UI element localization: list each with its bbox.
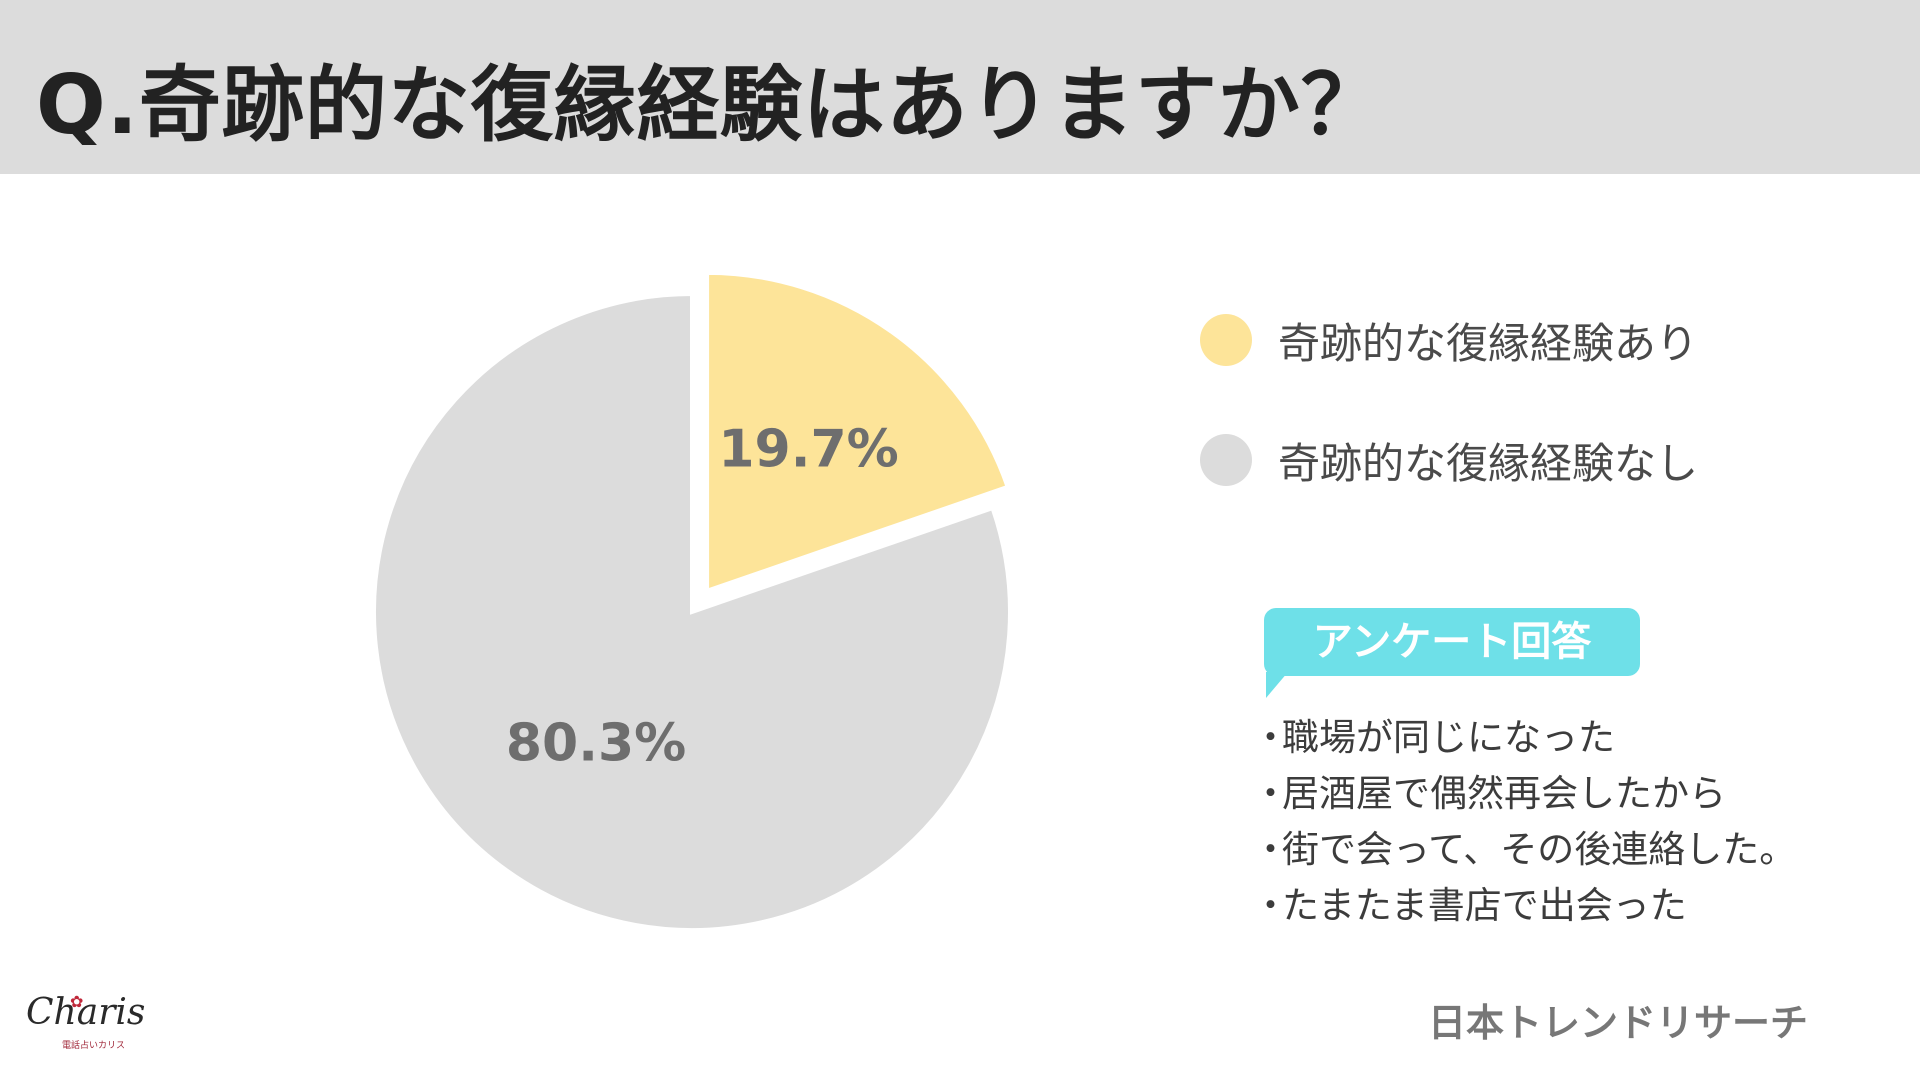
legend-swatch-no [1200,434,1252,486]
speech-tail-icon [1266,672,1288,698]
logo-wordmark: Charis [26,992,146,1033]
bullet: ・ [1252,884,1289,927]
list-item: ・職場が同じになった [1252,710,1796,766]
pie-slice-no [372,291,1012,932]
survey-heading-bubble: アンケート回答 [1264,608,1640,676]
pie-label-no: 80.3% [506,714,686,774]
survey-heading: アンケート回答 [1312,619,1592,665]
list-item: ・街で会って、その後連絡した。 [1252,822,1796,878]
legend-swatch-yes [1200,314,1252,366]
comment-text: たまたま書店で出会った [1282,884,1687,927]
comment-text: 居酒屋で偶然再会したから [1282,772,1726,815]
header-bar: Q.奇跡的な復縁経験はありますか？ [0,0,1920,174]
bullet: ・ [1252,828,1289,871]
legend-item-no: 奇跡的な復縁経験なし [1200,432,1698,488]
brand-logo: Charis ✿ 電話占いカリス [26,992,145,1062]
comment-text: 街で会って、その後連絡した。 [1282,828,1797,871]
survey-comments: ・職場が同じになった ・居酒屋で偶然再会したから ・街で会って、その後連絡した。… [1252,710,1796,934]
legend-item-yes: 奇跡的な復縁経験あり [1200,312,1698,368]
chart-legend: 奇跡的な復縁経験あり 奇跡的な復縁経験なし [1200,312,1698,552]
bullet: ・ [1252,772,1289,815]
list-item: ・たまたま書店で出会った [1252,878,1796,934]
pie-slice-yes [705,270,1011,594]
comment-text: 職場が同じになった [1282,716,1615,759]
legend-label-yes: 奇跡的な復縁経験あり [1278,318,1699,368]
bullet: ・ [1252,716,1289,759]
list-item: ・居酒屋で偶然再会したから [1252,766,1796,822]
page-title: Q.奇跡的な復縁経験はありますか？ [36,58,1384,153]
flower-icon: ✿ [70,992,84,1011]
pie-label-yes: 19.7% [718,419,898,479]
source-credit: 日本トレンドリサーチ [1428,1001,1809,1045]
logo-subtitle: 電話占いカリス [62,1041,126,1051]
legend-label-no: 奇跡的な復縁経験なし [1278,438,1699,488]
